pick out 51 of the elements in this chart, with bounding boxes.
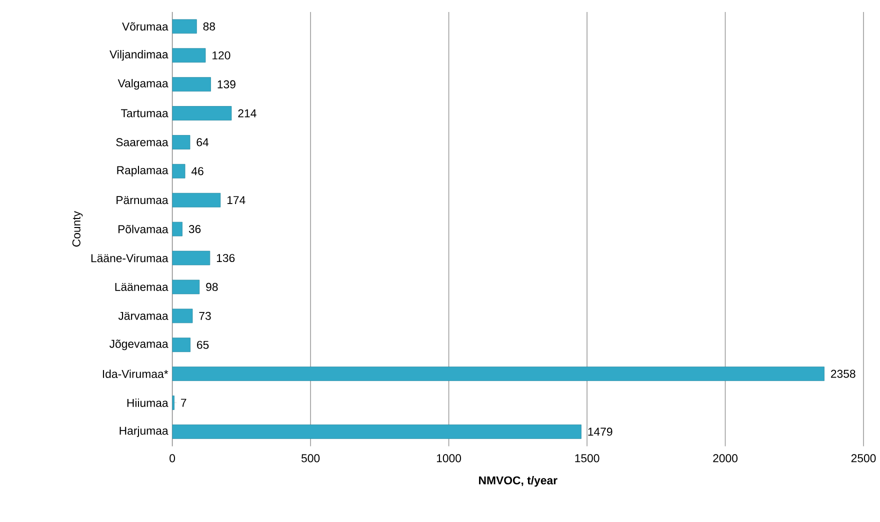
data-label: 174: [227, 196, 246, 204]
bar: [172, 424, 582, 439]
data-label: 98: [206, 282, 218, 292]
data-label: 88: [203, 22, 216, 31]
bar: [172, 135, 190, 150]
data-label: 139: [218, 80, 236, 88]
data-label: 36: [188, 225, 201, 234]
bar: [172, 164, 186, 178]
y-tick-label: Hiiumaa: [127, 398, 168, 408]
x-tick-label: 0: [170, 454, 176, 462]
bar: [172, 77, 211, 92]
x-tick-label: 2000: [713, 454, 738, 462]
y-tick-label: Raplamaa: [117, 166, 168, 177]
y-tick-label: Ida-Virumaa*: [102, 370, 168, 378]
data-label: 2358: [831, 370, 856, 378]
data-label: 65: [197, 340, 209, 349]
data-label: 136: [216, 254, 235, 262]
y-tick-label: Lääne-Virumaa: [91, 254, 168, 262]
data-label: 73: [199, 312, 211, 320]
y-tick-label: Järvamaa: [118, 312, 168, 320]
y-tick-label: Pärnumaa: [116, 196, 168, 204]
x-axis-title: NMVOC, t/year: [479, 476, 558, 487]
bar: [172, 48, 206, 63]
data-label: 64: [196, 138, 209, 146]
bar: [172, 19, 197, 34]
bar: [172, 280, 200, 294]
bar: [172, 250, 210, 266]
y-tick-label: Jõgevamaa: [109, 340, 168, 350]
data-label: 120: [212, 51, 230, 60]
data-label: 7: [181, 398, 186, 407]
x-tick-label: 500: [301, 454, 320, 462]
bar: [172, 366, 824, 382]
y-axis-title: County: [72, 211, 83, 247]
y-tick-label: Võrumaa: [122, 22, 168, 31]
bar: [172, 308, 193, 324]
bar: [172, 338, 190, 352]
y-tick-label: Viljandimaa: [110, 50, 168, 61]
data-label: 46: [191, 167, 204, 176]
x-tick-label: 1000: [436, 454, 462, 462]
bar: [172, 193, 221, 208]
y-tick-label: Harjumaa: [120, 426, 168, 438]
data-label: 1479: [588, 428, 612, 436]
y-tick-label: Valgamaa: [118, 79, 168, 90]
x-tick-label: 2500: [851, 454, 876, 462]
data-label: 214: [238, 109, 256, 118]
x-tick-label: 1500: [575, 454, 600, 462]
y-tick-label: Tartumaa: [120, 109, 168, 118]
y-tick-label: Saaremaa: [116, 138, 168, 146]
bar: [172, 106, 232, 120]
y-tick-label: Põlvamaa: [118, 224, 168, 234]
y-tick-label: Läänemaa: [115, 283, 168, 292]
